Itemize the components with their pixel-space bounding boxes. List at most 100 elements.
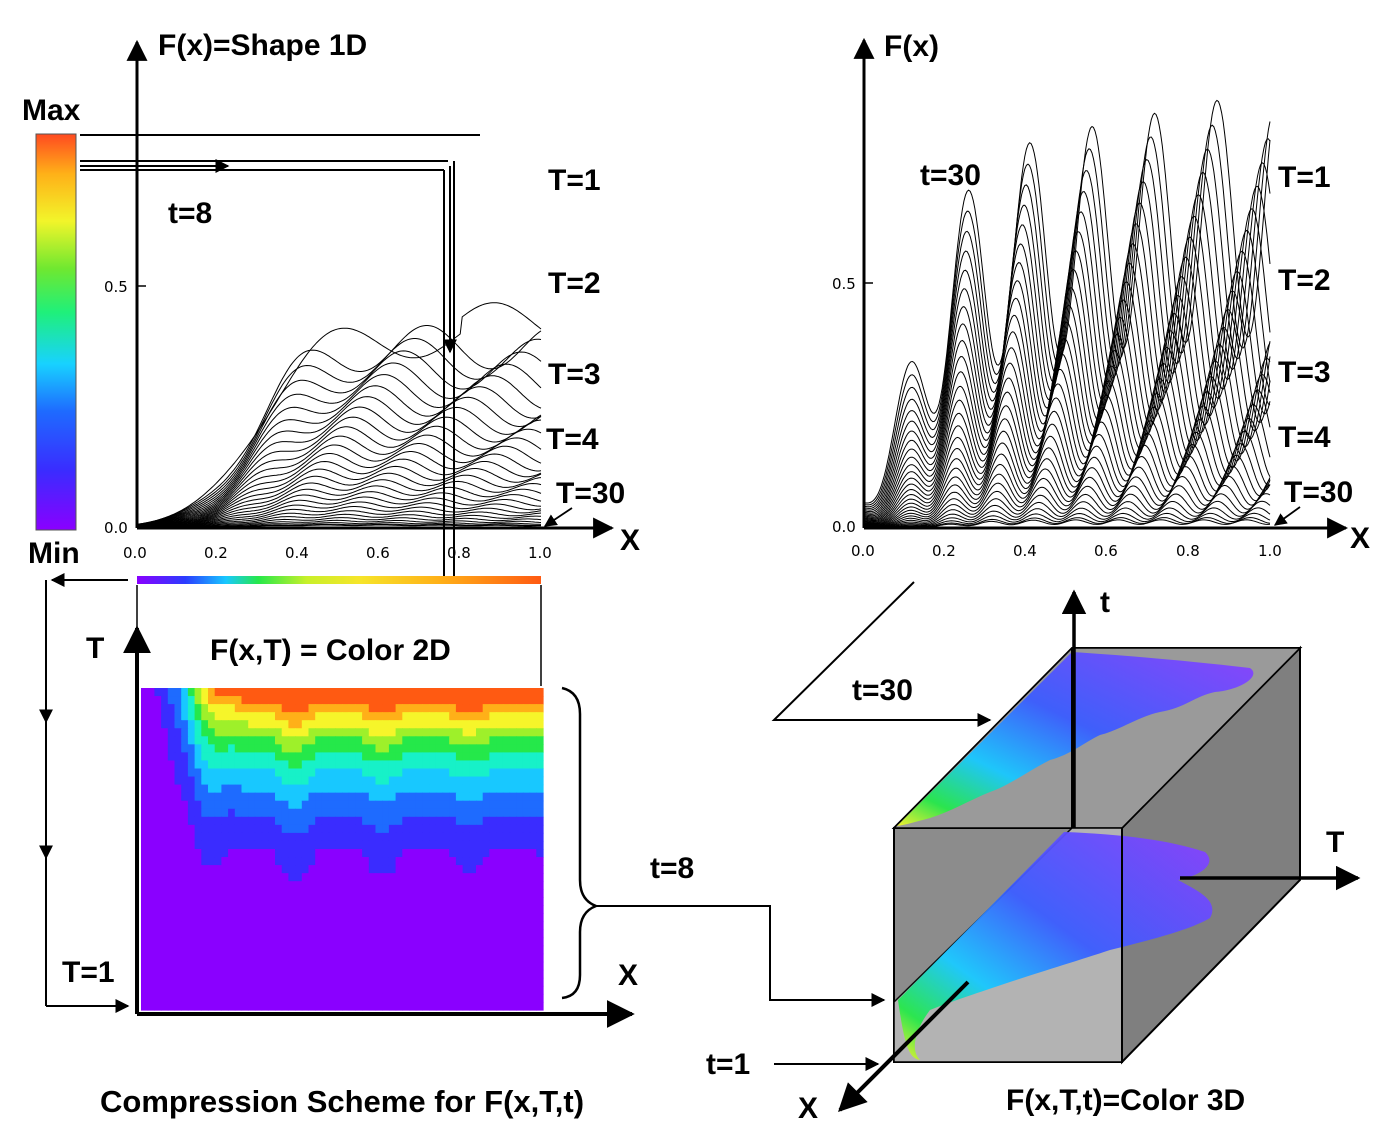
- heatmap-cell: [449, 921, 457, 931]
- right-curve-20: [864, 443, 1271, 526]
- value-guide-lines: [80, 134, 480, 580]
- heatmap-cell: [342, 784, 350, 794]
- right-curve-25: [864, 493, 1271, 528]
- heatmap-cell: [281, 977, 289, 987]
- right-curve-11: [863, 308, 1271, 519]
- heatmap-cell: [342, 889, 350, 898]
- heatmap-cell: [516, 889, 524, 898]
- heatmap-cell: [348, 897, 356, 906]
- heatmap-cell: [241, 752, 249, 762]
- heatmap-cell: [214, 913, 222, 923]
- heatmap-cell: [254, 905, 263, 914]
- heatmap-cell: [275, 688, 283, 697]
- heatmap-cell: [342, 961, 350, 971]
- heatmap-cell: [268, 736, 276, 745]
- heatmap-cell: [335, 776, 343, 786]
- heatmap-cell: [181, 824, 189, 834]
- heatmap-cell: [241, 913, 249, 923]
- heatmap-cell: [254, 961, 263, 971]
- heatmap-cell: [522, 832, 531, 842]
- heatmap-cell: [368, 808, 377, 818]
- heatmap-cell: [174, 993, 182, 1003]
- heatmap-cell: [241, 921, 249, 931]
- heatmap-cell: [315, 865, 323, 874]
- heatmap-cell: [429, 857, 437, 866]
- heatmap-cell: [409, 736, 417, 745]
- heatmap-cell: [295, 945, 303, 955]
- diagram-title: Compression Scheme for F(x,T,t): [100, 1084, 584, 1119]
- heatmap-cell: [254, 993, 263, 1003]
- heatmap-cell: [187, 961, 196, 971]
- heatmap-cell: [147, 889, 155, 898]
- heatmap-cell: [174, 969, 182, 979]
- heatmap-cell: [174, 688, 182, 697]
- heatmap-cell: [335, 897, 343, 906]
- heatmap-cell: [194, 969, 202, 979]
- heatmap-cell: [429, 712, 437, 721]
- heatmap-cell: [489, 736, 497, 745]
- heatmap-cell: [342, 800, 350, 810]
- heatmap-cell: [275, 857, 283, 866]
- heatmap-cell: [355, 704, 363, 713]
- heatmap-cell: [167, 921, 176, 931]
- heatmap-cell: [509, 696, 517, 705]
- heatmap-cell: [228, 993, 236, 1003]
- heatmap-cell: [161, 776, 169, 786]
- heatmap-cell: [409, 921, 417, 931]
- heatmap-cell: [529, 905, 537, 914]
- heatmap-cell: [388, 768, 397, 778]
- heatmap-cell: [496, 905, 504, 914]
- heatmap-cell: [288, 784, 296, 794]
- heatmap-cell: [161, 792, 169, 802]
- heatmap-cell: [147, 865, 155, 874]
- heatmap-cell: [181, 873, 189, 882]
- heatmap-cell: [489, 993, 497, 1003]
- heatmap-cell: [194, 865, 202, 874]
- heatmap-cell: [161, 800, 169, 810]
- heatmap-cell: [422, 905, 430, 914]
- heatmap-cell: [167, 905, 176, 914]
- heatmap-scan-arrows: [39, 573, 130, 1013]
- heatmap-cell: [328, 961, 336, 971]
- heatmap-cell: [154, 832, 162, 842]
- heatmap-cell: [275, 776, 283, 786]
- heatmap-cell: [181, 816, 189, 826]
- heatmap-cell: [187, 921, 196, 931]
- heatmap-cell: [241, 1001, 249, 1011]
- heatmap-cell: [482, 873, 490, 882]
- heatmap-cell: [187, 752, 196, 762]
- heatmap-cell: [536, 720, 544, 729]
- heatmap-cell: [375, 816, 383, 826]
- heatmap-cell: [268, 913, 276, 923]
- left-curve-1: [136, 302, 542, 525]
- heatmap-cell: [161, 824, 169, 834]
- heatmap-cell: [174, 945, 182, 955]
- heatmap-cell: [388, 808, 397, 818]
- heatmap-cell: [462, 913, 470, 923]
- heatmap-cell: [449, 840, 457, 850]
- heatmap-cell: [388, 736, 397, 745]
- heatmap-cell: [208, 937, 216, 947]
- heatmap-cell: [228, 873, 236, 882]
- heatmap-cell: [201, 937, 209, 947]
- heatmap-cell: [482, 977, 490, 987]
- heatmap-cell: [174, 849, 182, 858]
- heatmap-cell: [228, 897, 236, 906]
- heatmap-cell: [167, 776, 176, 786]
- heatmap-cell: [509, 969, 517, 979]
- heatmap-cell: [388, 969, 397, 979]
- heatmap-cell: [476, 857, 484, 866]
- heatmap-cell: [455, 881, 464, 890]
- heatmap-cell: [489, 953, 497, 963]
- right-curve-22: [864, 465, 1271, 527]
- heatmap-cell: [435, 824, 444, 834]
- heatmap-cell: [362, 921, 370, 931]
- heatmap-cell: [221, 736, 229, 745]
- left-curve-17: [136, 472, 542, 528]
- heatmap-cell: [409, 857, 417, 866]
- heatmap-cell: [187, 712, 196, 721]
- heatmap-cell: [449, 808, 457, 818]
- heatmap-cell: [147, 744, 155, 753]
- heatmap-cell: [174, 977, 182, 987]
- heatmap-cell: [482, 712, 490, 721]
